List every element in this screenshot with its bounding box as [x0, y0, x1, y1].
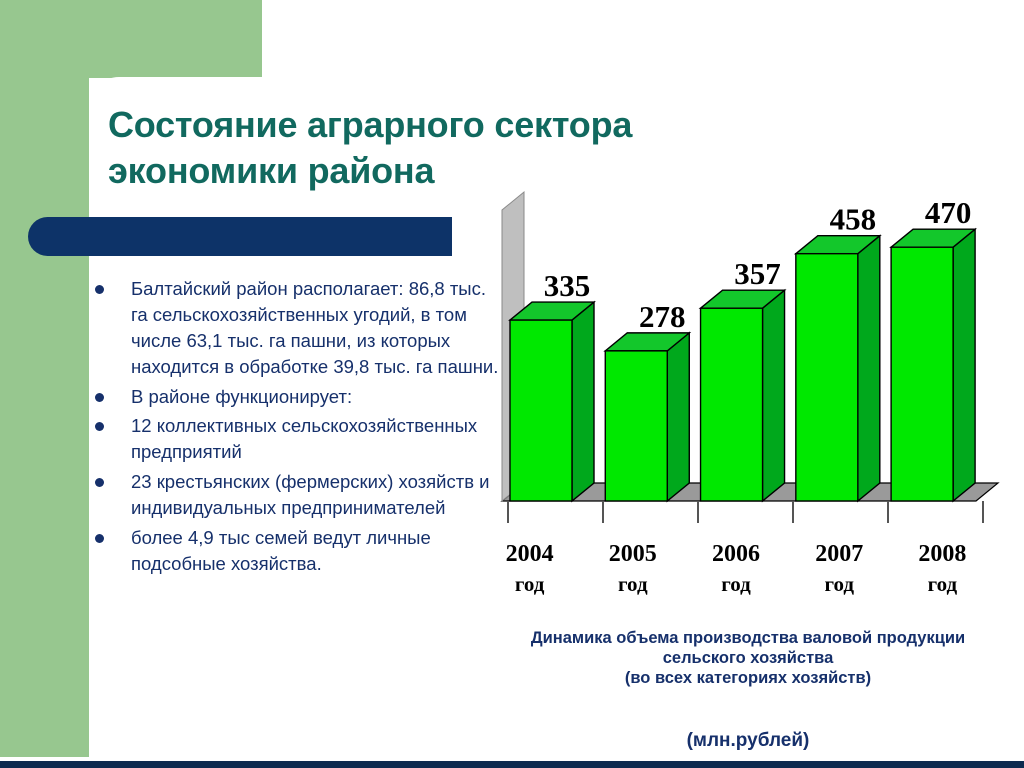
x-axis-tick: 2005 год — [581, 538, 684, 599]
bullet-dot-icon — [95, 534, 104, 544]
x-axis-tick-unit: год — [618, 572, 648, 597]
x-axis-tick: 2008 год — [891, 538, 994, 599]
bar-value-label: 335 — [544, 268, 591, 303]
list-item: Балтайский район располагает: 86,8 тыс. … — [95, 276, 500, 380]
chart-plot-area: 335 278 357 458 470 — [478, 186, 1024, 536]
bar-value-label: 278 — [639, 299, 686, 334]
chart: 335 278 357 458 470 2004 год 2005 год 2006 г… — [478, 186, 1024, 768]
bullet-dot-icon — [95, 392, 104, 402]
bar-2008 — [889, 227, 978, 503]
bar-chart-svg: 335 278 357 458 470 — [500, 190, 1000, 523]
bar-value-label: 357 — [734, 256, 781, 291]
x-axis-tick-year: 2008 — [918, 541, 967, 567]
bullet-list: Балтайский район располагает: 86,8 тыс. … — [95, 276, 500, 581]
bar-2004 — [508, 300, 596, 503]
list-item: более 4,9 тыс семей ведут личные подсобн… — [95, 525, 500, 577]
x-axis-tick-year: 2007 — [815, 541, 864, 567]
x-axis-tick-year: 2005 — [608, 541, 657, 567]
bullet-dot-icon — [95, 285, 104, 294]
bar-value-label: 470 — [925, 195, 972, 230]
x-axis-tick-year: 2006 — [712, 541, 760, 567]
page-title: Состояние аграрного сектора экономики ра… — [108, 104, 633, 192]
list-item: 23 крестьянских (фермерских) хозяйств и … — [95, 469, 500, 521]
bar-2005 — [603, 331, 692, 503]
decor-navy-pill — [28, 217, 452, 256]
x-axis-tick: 2007 год — [788, 538, 891, 599]
x-axis-tick-unit: год — [721, 572, 751, 597]
bar-value-label: 458 — [830, 202, 877, 237]
list-item-label: более 4,9 тыс семей ведут личные подсобн… — [131, 527, 431, 574]
list-item-label: Балтайский район располагает: 86,8 тыс. … — [131, 278, 499, 377]
bar-2007 — [793, 234, 882, 503]
x-axis-tick-year: 2004 — [505, 541, 554, 567]
list-item-label: 12 коллективных сельскохозяйственных пре… — [131, 415, 478, 463]
chart-title: Динамика объема производства валовой про… — [530, 629, 966, 687]
x-axis-tick-unit: год — [824, 572, 854, 597]
list-item: В районе функционирует: — [95, 384, 500, 410]
decor-green-left-band — [0, 0, 89, 757]
bullet-dot-icon — [95, 422, 104, 432]
list-item: 12 коллективных сельскохозяйственных пре… — [95, 413, 500, 465]
x-axis-labels: 2004 год 2005 год 2006 год 2007 год 2008… — [478, 538, 994, 599]
bullet-dot-icon — [95, 478, 104, 488]
list-item-label: В районе функционирует: — [131, 385, 353, 407]
x-axis-tick-unit: год — [927, 572, 958, 597]
x-axis-tick-unit: год — [514, 572, 545, 597]
x-axis-tick: 2006 год — [684, 538, 787, 599]
decor-bottom-bar — [0, 761, 1024, 768]
bar-2006 — [698, 288, 787, 503]
chart-units-label: (млн.рублей) — [686, 730, 810, 751]
x-axis-tick: 2004 год — [478, 538, 581, 599]
list-item-label: 23 крестьянских (фермерских) хозяйств и … — [131, 471, 490, 519]
